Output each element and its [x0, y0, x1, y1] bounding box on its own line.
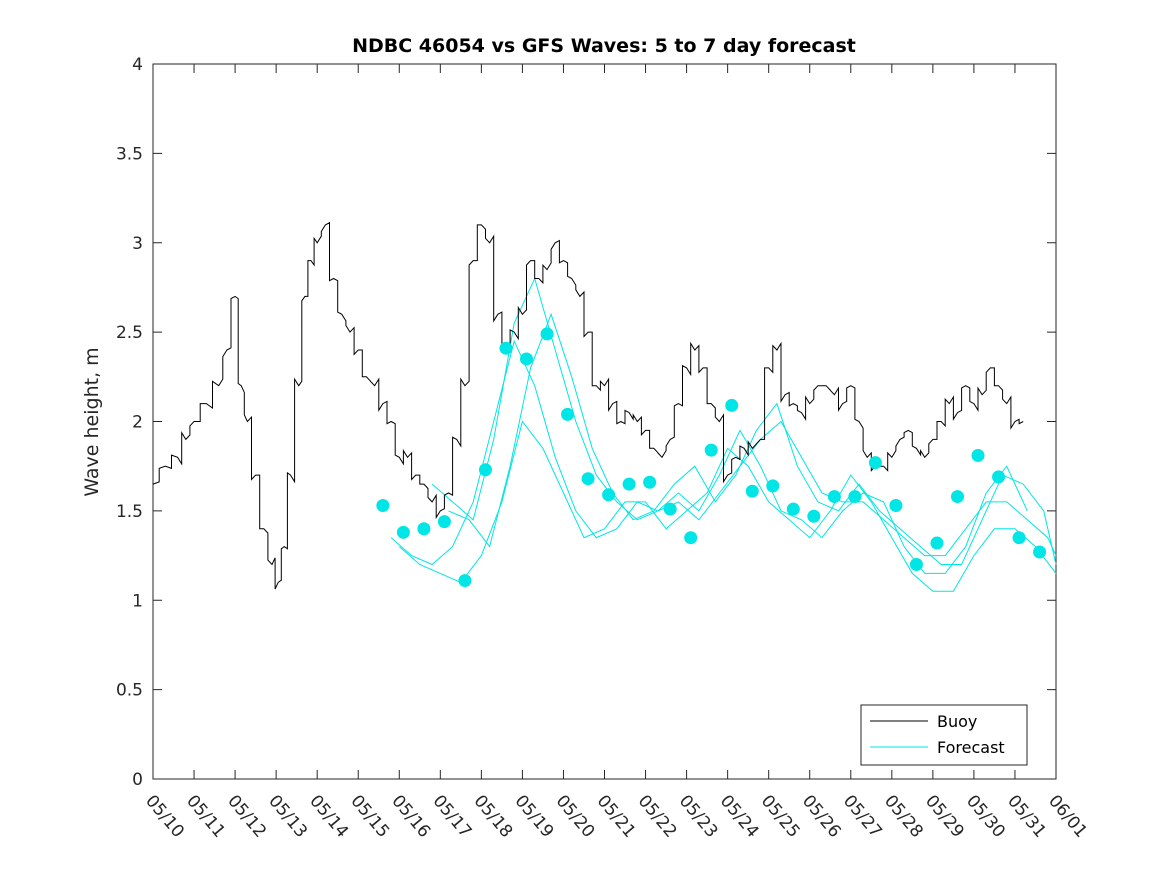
forecast-marker: [1033, 545, 1047, 559]
forecast-marker: [602, 488, 616, 502]
forecast-line: [448, 312, 1057, 565]
forecast-marker: [581, 472, 595, 486]
forecast-marker: [909, 558, 923, 571]
y-tick-label: 3: [132, 234, 143, 254]
forecast-marker: [786, 502, 800, 516]
forecast-marker: [499, 341, 513, 355]
forecast-marker: [766, 479, 780, 493]
forecast-marker: [868, 456, 882, 470]
forecast-marker: [1012, 531, 1026, 545]
y-tick-label: 0: [132, 770, 143, 790]
forecast-marker: [478, 463, 492, 477]
y-tick-label: 0.5: [116, 681, 143, 701]
forecast-marker: [376, 499, 390, 513]
forecast-marker: [520, 352, 534, 366]
forecast-marker: [971, 448, 985, 462]
forecast-marker: [417, 522, 431, 536]
forecast-marker: [663, 502, 677, 516]
forecast-marker: [889, 499, 903, 513]
forecast-line: [431, 277, 1057, 557]
chart-title: NDBC 46054 vs GFS Waves: 5 to 7 day fore…: [352, 35, 856, 57]
y-tick-label: 3.5: [116, 144, 143, 164]
forecast-marker: [396, 525, 410, 539]
y-tick-label: 1: [132, 591, 143, 611]
y-tick-label: 1.5: [116, 502, 143, 522]
forecast-marker: [725, 398, 739, 412]
forecast-marker: [622, 477, 636, 491]
forecast-marker: [848, 490, 862, 504]
forecast-marker: [684, 531, 698, 545]
legend-label-forecast: Forecast: [937, 738, 1005, 757]
forecast-marker: [437, 515, 451, 529]
forecast-marker: [643, 475, 657, 489]
forecast-marker: [950, 490, 964, 504]
y-axis-label: Wave height, m: [81, 347, 103, 496]
forecast-marker: [807, 509, 821, 523]
legend-label-buoy: Buoy: [937, 712, 977, 731]
forecast-marker: [704, 443, 718, 457]
y-tick-label: 4: [132, 55, 143, 75]
forecast-line: [398, 420, 1057, 592]
forecast-marker: [930, 536, 944, 550]
legend: Buoy Forecast: [860, 704, 1028, 766]
forecast-marker: [992, 470, 1006, 484]
forecast-line: [390, 339, 1028, 574]
y-tick-label: 2.5: [116, 323, 143, 343]
forecast-marker: [540, 327, 554, 341]
forecast-marker: [458, 574, 472, 588]
forecast-marker: [745, 484, 759, 498]
legend-box: [860, 704, 1028, 766]
forecast-marker: [827, 490, 841, 504]
forecast-marker: [561, 407, 575, 421]
y-tick-label: 2: [132, 413, 143, 433]
